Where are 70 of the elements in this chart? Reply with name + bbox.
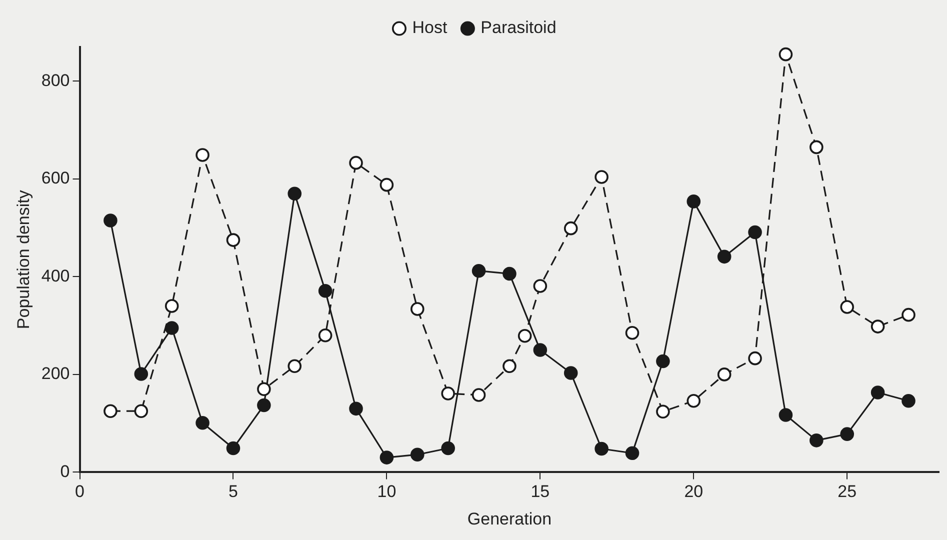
point bbox=[502, 359, 516, 374]
point bbox=[717, 250, 732, 264]
y-tick-label: 0 bbox=[60, 462, 70, 481]
y-axis-title: Population density bbox=[14, 190, 33, 330]
x-tick-label: 0 bbox=[75, 482, 84, 502]
point bbox=[870, 386, 885, 400]
point bbox=[441, 386, 455, 400]
point bbox=[810, 140, 824, 154]
point bbox=[840, 427, 854, 441]
point bbox=[594, 170, 608, 184]
point bbox=[625, 326, 640, 340]
point bbox=[656, 404, 670, 418]
point bbox=[288, 186, 302, 201]
point bbox=[288, 359, 302, 374]
point bbox=[518, 328, 532, 343]
point bbox=[226, 441, 240, 456]
point bbox=[104, 404, 118, 418]
point bbox=[441, 441, 455, 456]
point bbox=[564, 366, 578, 380]
point bbox=[410, 302, 424, 316]
point bbox=[594, 442, 608, 456]
legend-label: Host bbox=[412, 18, 448, 38]
point bbox=[564, 221, 578, 236]
point bbox=[349, 156, 363, 170]
point bbox=[902, 308, 916, 322]
point bbox=[380, 178, 394, 192]
point bbox=[104, 214, 118, 228]
point bbox=[686, 194, 701, 208]
point bbox=[472, 388, 486, 402]
legend-label: Parasitoid bbox=[480, 18, 556, 38]
point bbox=[134, 404, 148, 418]
point bbox=[778, 47, 793, 62]
point bbox=[164, 321, 179, 335]
point bbox=[656, 354, 670, 368]
y-tick-label: 400 bbox=[41, 266, 70, 286]
point bbox=[257, 382, 271, 396]
point bbox=[410, 448, 424, 462]
point bbox=[318, 284, 332, 298]
y-tick-label: 200 bbox=[41, 364, 70, 384]
point bbox=[318, 328, 332, 342]
point bbox=[840, 300, 854, 314]
y-tick-label: 800 bbox=[41, 70, 70, 90]
point bbox=[196, 148, 210, 162]
x-tick-label: 15 bbox=[530, 482, 550, 502]
x-tick-label: 25 bbox=[838, 482, 857, 502]
point bbox=[472, 264, 486, 278]
point bbox=[810, 434, 824, 448]
point bbox=[533, 343, 548, 357]
point bbox=[226, 233, 240, 247]
point bbox=[717, 368, 732, 382]
point bbox=[748, 225, 762, 240]
x-axis-title: Generation bbox=[467, 509, 552, 528]
x-tick-label: 10 bbox=[377, 482, 396, 502]
point bbox=[349, 402, 363, 416]
point bbox=[902, 394, 916, 408]
point bbox=[257, 398, 271, 412]
x-tick-label: 20 bbox=[684, 482, 704, 502]
point bbox=[502, 266, 516, 281]
point bbox=[533, 279, 548, 293]
x-tick-label: 5 bbox=[228, 482, 238, 502]
point bbox=[748, 351, 762, 366]
point bbox=[164, 299, 179, 313]
point bbox=[870, 320, 885, 334]
point bbox=[686, 394, 701, 408]
point bbox=[196, 416, 210, 430]
point bbox=[380, 450, 394, 464]
point bbox=[134, 367, 148, 381]
y-tick-label: 600 bbox=[41, 168, 70, 188]
point bbox=[778, 408, 793, 422]
point bbox=[625, 446, 640, 460]
